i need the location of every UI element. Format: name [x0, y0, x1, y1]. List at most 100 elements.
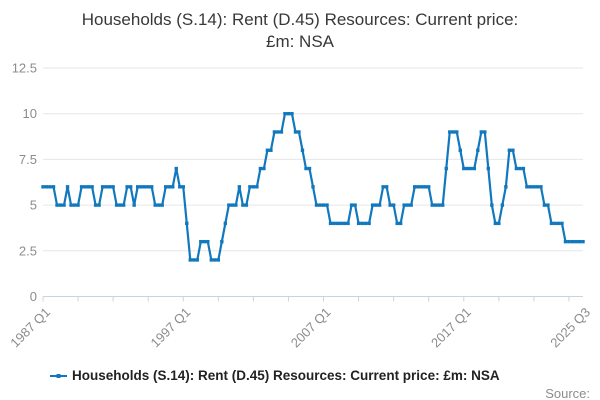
data-point-marker[interactable] [230, 203, 235, 207]
data-point-marker[interactable] [297, 130, 301, 134]
data-point-marker[interactable] [86, 185, 91, 189]
data-point-marker[interactable] [483, 130, 487, 134]
data-point-marker[interactable] [58, 203, 63, 207]
data-point-marker[interactable] [455, 130, 459, 134]
data-point-marker[interactable] [185, 221, 189, 226]
data-point-marker[interactable] [384, 185, 389, 189]
data-point-marker[interactable] [178, 185, 182, 189]
data-point-marker[interactable] [114, 203, 119, 207]
data-point-marker[interactable] [213, 258, 217, 262]
data-point-marker[interactable] [72, 203, 77, 207]
data-point-marker[interactable] [570, 239, 575, 244]
data-point-marker[interactable] [395, 221, 399, 226]
data-point-marker[interactable] [462, 166, 466, 171]
data-point-marker[interactable] [272, 130, 277, 134]
data-point-marker[interactable] [346, 221, 350, 226]
data-point-marker[interactable] [150, 185, 154, 189]
data-point-marker[interactable] [160, 203, 164, 207]
data-point-marker[interactable] [318, 203, 322, 207]
data-point-marker[interactable] [504, 185, 508, 189]
data-point-marker[interactable] [265, 148, 270, 152]
data-point-marker[interactable] [304, 166, 308, 171]
data-point-marker[interactable] [290, 112, 294, 116]
data-series[interactable] [41, 112, 585, 262]
data-point-marker[interactable] [391, 203, 396, 207]
data-point-marker[interactable] [255, 185, 259, 189]
data-point-marker[interactable] [65, 185, 70, 189]
data-point-marker[interactable] [188, 258, 192, 262]
data-point-marker[interactable] [458, 148, 462, 152]
data-point-marker[interactable] [353, 203, 357, 207]
data-point-marker[interactable] [427, 185, 431, 189]
data-point-marker[interactable] [269, 148, 273, 152]
data-point-marker[interactable] [430, 203, 434, 207]
data-point-marker[interactable] [325, 203, 329, 207]
data-point-marker[interactable] [251, 185, 256, 189]
data-point-marker[interactable] [374, 203, 378, 207]
data-point-marker[interactable] [142, 185, 147, 189]
data-point-marker[interactable] [507, 148, 512, 152]
data-point-marker[interactable] [335, 221, 340, 226]
data-point-marker[interactable] [532, 185, 536, 189]
data-point-marker[interactable] [279, 130, 284, 134]
data-point-marker[interactable] [132, 203, 136, 207]
data-point-marker[interactable] [328, 221, 333, 226]
data-point-marker[interactable] [83, 185, 87, 189]
data-point-marker[interactable] [423, 185, 427, 189]
data-point-marker[interactable] [118, 203, 122, 207]
data-point-marker[interactable] [546, 203, 550, 207]
data-point-marker[interactable] [518, 166, 522, 171]
data-point-marker[interactable] [167, 185, 171, 189]
data-point-marker[interactable] [153, 203, 157, 207]
data-point-marker[interactable] [567, 239, 571, 244]
data-point-marker[interactable] [69, 203, 73, 207]
data-point-marker[interactable] [55, 203, 59, 207]
data-point-marker[interactable] [216, 258, 221, 262]
data-point-marker[interactable] [493, 221, 498, 226]
data-point-marker[interactable] [202, 239, 206, 244]
data-point-marker[interactable] [41, 185, 45, 189]
data-point-marker[interactable] [416, 185, 420, 189]
data-point-marker[interactable] [90, 185, 94, 189]
data-point-marker[interactable] [174, 166, 178, 171]
data-point-marker[interactable] [349, 203, 354, 207]
data-point-marker[interactable] [241, 203, 245, 207]
data-point-marker[interactable] [258, 166, 263, 171]
data-point-marker[interactable] [577, 239, 582, 244]
data-point-marker[interactable] [486, 166, 491, 171]
data-point-marker[interactable] [51, 185, 56, 189]
data-point-marker[interactable] [511, 148, 515, 152]
data-point-marker[interactable] [574, 239, 578, 244]
data-point-marker[interactable] [525, 185, 529, 189]
data-point-marker[interactable] [553, 221, 557, 226]
data-point-marker[interactable] [377, 203, 382, 207]
data-point-marker[interactable] [44, 185, 49, 189]
data-point-marker[interactable] [363, 221, 368, 226]
data-point-marker[interactable] [97, 203, 101, 207]
data-point-marker[interactable] [581, 239, 585, 244]
data-point-marker[interactable] [563, 239, 568, 244]
data-point-marker[interactable] [465, 166, 469, 171]
data-point-marker[interactable] [234, 203, 238, 207]
data-point-marker[interactable] [500, 203, 505, 207]
data-point-marker[interactable] [405, 203, 410, 207]
data-point-marker[interactable] [535, 185, 540, 189]
data-point-marker[interactable] [146, 185, 150, 189]
data-point-marker[interactable] [293, 130, 298, 134]
data-point-marker[interactable] [497, 221, 501, 226]
data-point-marker[interactable] [479, 130, 484, 134]
data-point-marker[interactable] [314, 203, 319, 207]
data-point-marker[interactable] [321, 203, 326, 207]
data-point-marker[interactable] [441, 203, 445, 207]
data-point-marker[interactable] [539, 185, 543, 189]
data-point-marker[interactable] [339, 221, 343, 226]
data-point-marker[interactable] [192, 258, 196, 262]
data-point-marker[interactable] [332, 221, 336, 226]
data-point-marker[interactable] [490, 203, 494, 207]
data-point-marker[interactable] [542, 203, 547, 207]
data-point-marker[interactable] [528, 185, 533, 189]
data-point-marker[interactable] [409, 203, 413, 207]
data-point-marker[interactable] [381, 185, 385, 189]
data-point-marker[interactable] [125, 185, 129, 189]
data-point-marker[interactable] [79, 185, 84, 189]
